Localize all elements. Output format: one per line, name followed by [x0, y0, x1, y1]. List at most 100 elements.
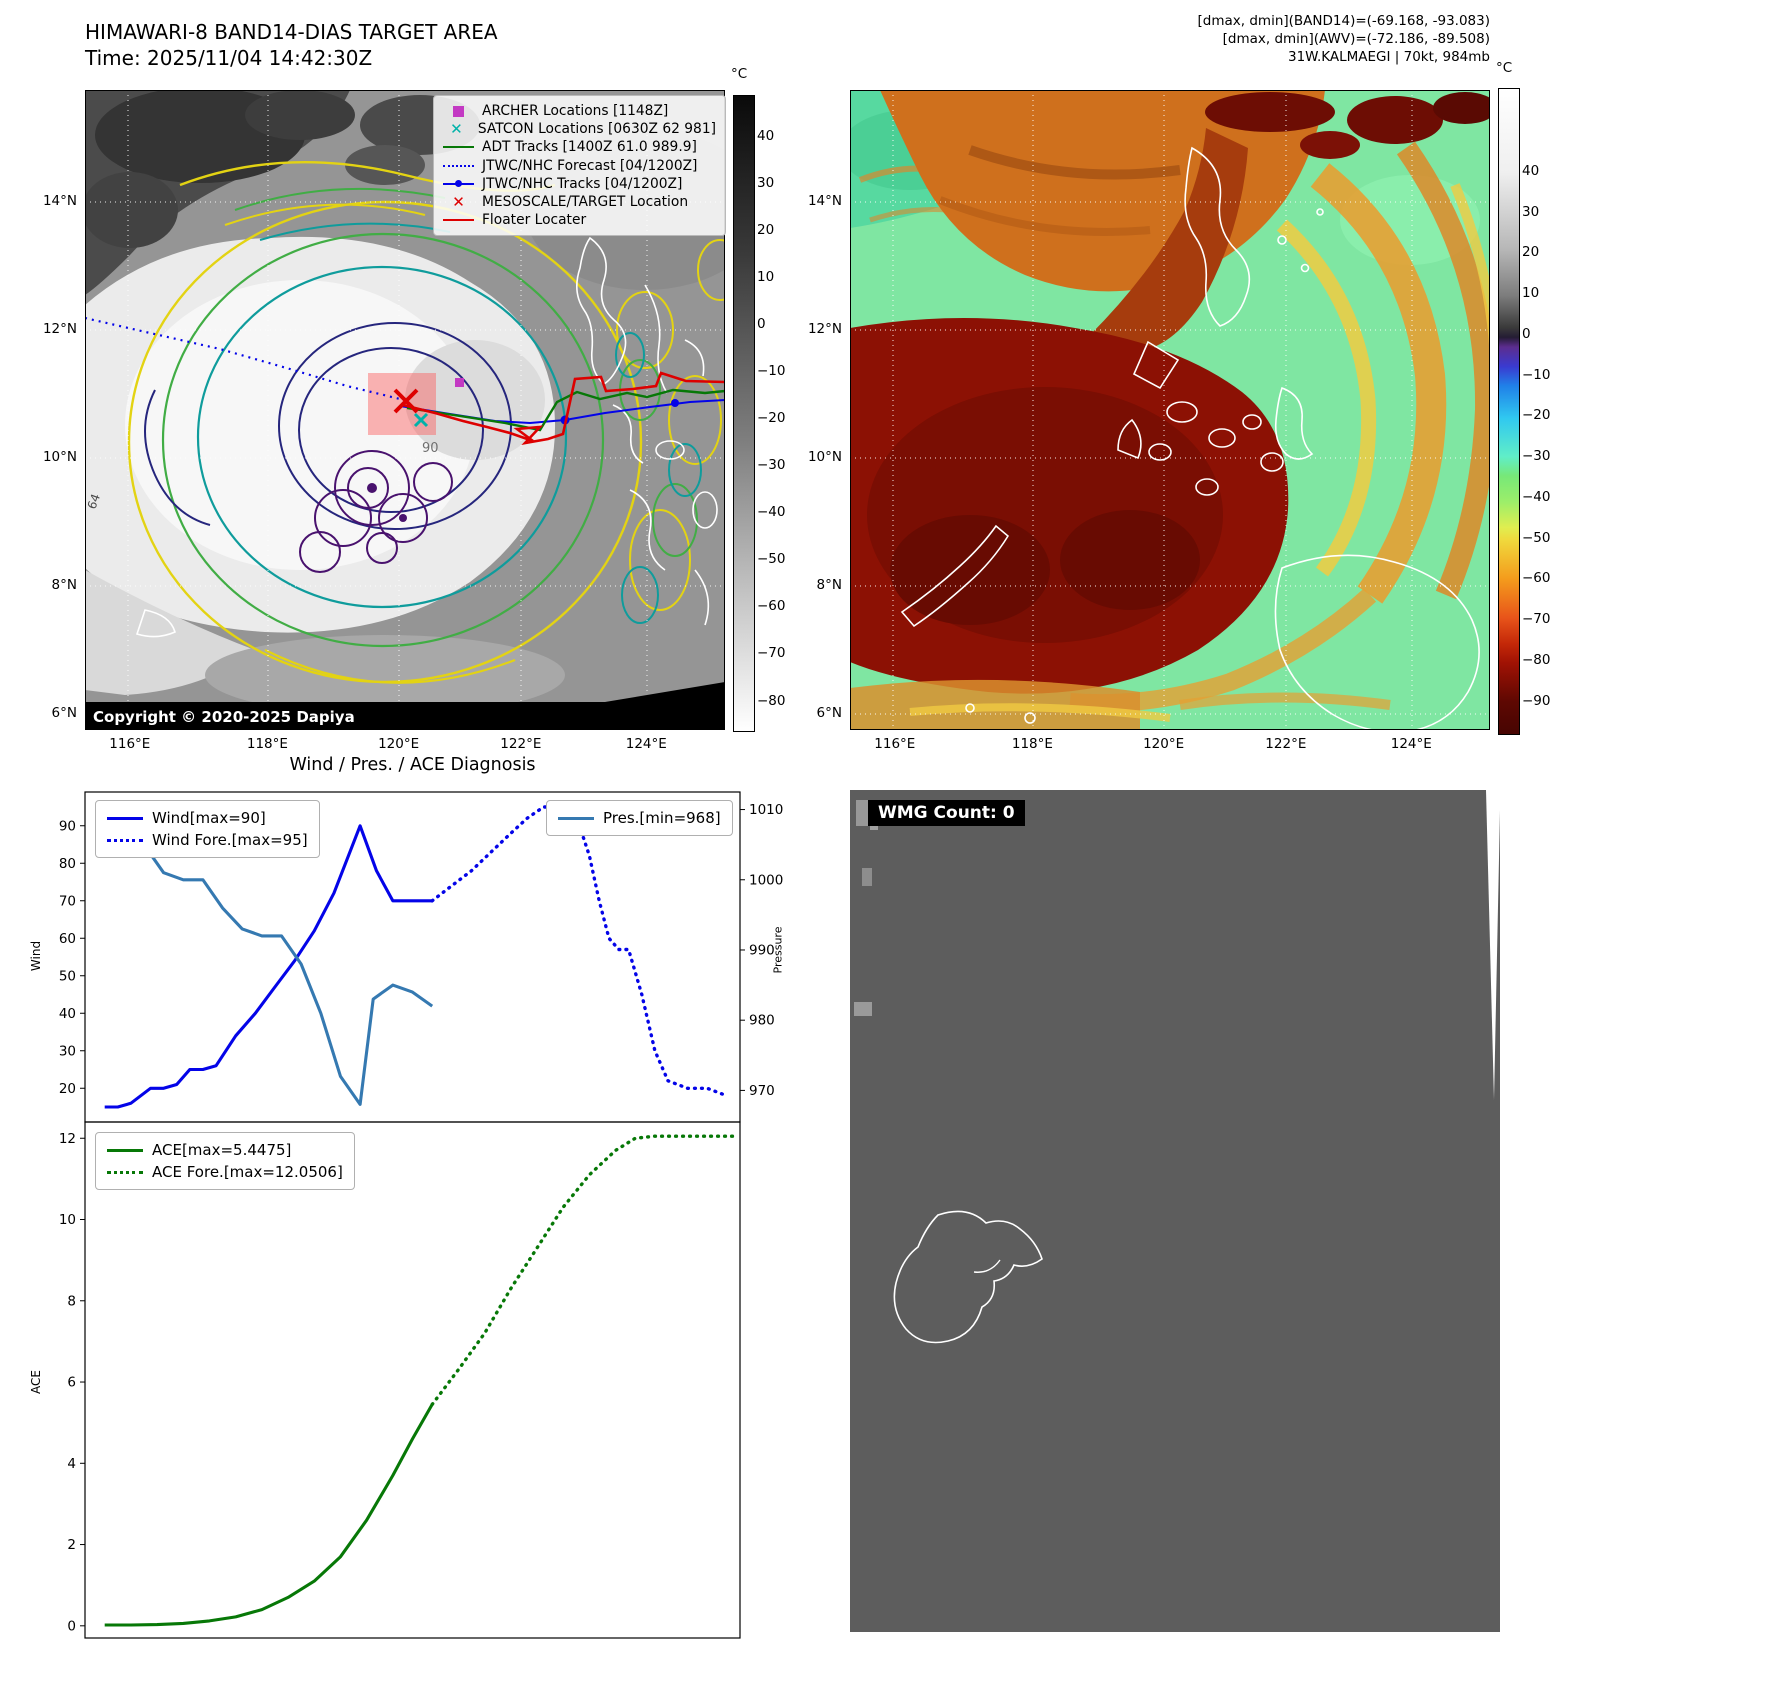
x-marker-icon: ✕: [450, 120, 463, 139]
colorbar-tick: −20: [757, 410, 786, 427]
map-legend-item: Floater Locater: [443, 211, 716, 229]
map-legend-label: Floater Locater: [482, 212, 587, 229]
colorbar-tick: −80: [757, 692, 786, 709]
chart-legend-item: ACE[max=5.4475]: [107, 1139, 343, 1161]
map-legend-item: ARCHER Locations [1148Z]: [443, 102, 716, 120]
colorbar-tick: −30: [757, 457, 786, 474]
chart-legend: Wind[max=90] Wind Fore.[max=95]: [95, 800, 320, 858]
line-marker-icon: [443, 219, 474, 222]
floater-track: [402, 371, 726, 445]
satcon-x-marker: [413, 412, 429, 428]
colorbar-tick: −20: [1522, 407, 1551, 424]
line-dot-marker-icon: [443, 179, 474, 187]
colorbar-right-ticks: 40 30 20 10 0 −10 −20 −30 −40 −50 −60 −70 −80 −90: [1522, 88, 1566, 733]
map-legend-label: ADT Tracks [1400Z 61.0 989.9]: [482, 139, 697, 156]
colorbar-tick: 40: [1522, 162, 1540, 179]
line-sample-icon: [107, 816, 143, 820]
storm-id-intensity: 31W.KALMAEGI | 70kt, 984mb: [1288, 49, 1490, 65]
colorbar-right: [1498, 88, 1520, 735]
grid-lines: [850, 90, 1490, 730]
wmg-map-image: [850, 790, 1500, 1645]
dotted-line-sample-icon: [107, 838, 143, 842]
map-legend-item: JTWC/NHC Forecast [04/1200Z]: [443, 157, 716, 175]
chart-legend-label: Pres.[min=968]: [603, 809, 721, 827]
map-legend-label: ARCHER Locations [1148Z]: [482, 103, 669, 120]
colorbar-tick: −70: [757, 645, 786, 662]
colorbar-tick: −40: [1522, 488, 1551, 505]
chart-legend: Pres.[min=968]: [546, 800, 733, 836]
colorbar-tick: 10: [757, 269, 775, 286]
map-legend-label: JTWC/NHC Forecast [04/1200Z]: [482, 157, 698, 174]
colorbar-left-ticks: 40 30 20 10 0 −10 −20 −30 −40 −50 −60 −70 −80: [757, 95, 797, 730]
colorbar-tick: −40: [757, 504, 786, 521]
square-marker-icon: [453, 105, 464, 117]
map-legend-item: JTWC/NHC Tracks [04/1200Z]: [443, 175, 716, 193]
colorbar-tick: 40: [757, 127, 775, 144]
colorbar-tick: 0: [757, 316, 766, 333]
colorbar-tick: 0: [1522, 325, 1531, 342]
copyright-text: Copyright © 2020-2025 Dapiya: [93, 708, 355, 726]
chart-legend-label: ACE[max=5.4475]: [152, 1141, 292, 1159]
colorbar-right-unit: °C: [1496, 60, 1513, 76]
dmax-dmin-band14: [dmax, dmin](BAND14)=(-69.168, -93.083): [1197, 13, 1490, 29]
chart-legend-item: Pres.[min=968]: [558, 807, 721, 829]
page-subtitle-time: Time: 2025/11/04 14:42:30Z: [85, 46, 373, 70]
colorbar-left: [733, 95, 755, 732]
colorbar-tick: −80: [1522, 652, 1551, 669]
colorbar-left-unit: °C: [731, 66, 748, 82]
map-legend-label: SATCON Locations [0630Z 62 981]: [477, 121, 716, 138]
colorbar-tick: 20: [1522, 244, 1540, 261]
colorbar-tick: −30: [1522, 448, 1551, 465]
awv-map-panel: [840, 90, 1501, 733]
map-legend: ARCHER Locations [1148Z] ✕ SATCON Location…: [433, 95, 726, 237]
adt-track: [406, 388, 726, 432]
line-sample-icon: [558, 816, 594, 820]
band14-map-panel: 90 64 Copyright © 2020-2025 Dapiya: [82, 87, 765, 730]
wmg-panel: WMG Count: 0: [850, 790, 1500, 1645]
page-title: HIMAWARI-8 BAND14-DIAS TARGET AREA: [85, 20, 498, 44]
contour-label-64: 64: [85, 492, 103, 511]
chart-legend-label: Wind Fore.[max=95]: [152, 831, 308, 849]
chart-legend-label: Wind[max=90]: [152, 809, 266, 827]
wmg-count-badge: WMG Count: 0: [868, 800, 1025, 826]
map-legend-item: ADT Tracks [1400Z 61.0 989.9]: [443, 138, 716, 156]
map-legend-label: MESOSCALE/TARGET Location: [482, 194, 689, 211]
archer-marker: [455, 378, 464, 387]
chart-title: Wind / Pres. / ACE Diagnosis: [289, 755, 536, 775]
chart-legend: ACE[max=5.4475] ACE Fore.[max=12.0506]: [95, 1132, 355, 1190]
colorbar-tick: 10: [1522, 285, 1540, 302]
map-legend-label: JTWC/NHC Tracks [04/1200Z]: [482, 175, 683, 192]
contour-label-90: 90: [422, 441, 439, 456]
colorbar-tick: −10: [757, 363, 786, 380]
colorbar-tick: −60: [1522, 570, 1551, 587]
colorbar-tick: −90: [1522, 692, 1551, 709]
line-marker-icon: [443, 146, 474, 149]
colorbar-tick: −50: [757, 551, 786, 568]
colorbar-tick: 30: [1522, 203, 1540, 220]
dmax-dmin-awv: [dmax, dmin](AWV)=(-72.186, -89.508): [1222, 31, 1490, 47]
x-marker-icon: ✕: [452, 193, 465, 212]
colorbar-tick: −60: [757, 598, 786, 615]
line-sample-icon: [107, 1148, 143, 1152]
colorbar-tick: −10: [1522, 366, 1551, 383]
header-info: [dmax, dmin](BAND14)=(-69.168, -93.083) …: [1198, 12, 1490, 66]
dotted-line-sample-icon: [107, 1170, 143, 1174]
target-x-marker: [393, 388, 419, 414]
colorbar-tick: −70: [1522, 611, 1551, 628]
chart-legend-item: Wind Fore.[max=95]: [107, 829, 308, 851]
colorbar-tick: −50: [1522, 529, 1551, 546]
map-legend-item: ✕ SATCON Locations [0630Z 62 981]: [443, 120, 716, 138]
band14-satellite-image: 90 64 Copyright © 2020-2025 Dapiya: [82, 87, 765, 730]
awv-satellite-image: [840, 90, 1501, 733]
colorbar-tick: 30: [757, 174, 775, 191]
chart-legend-label: ACE Fore.[max=12.0506]: [152, 1163, 343, 1181]
coastlines: [900, 146, 1480, 733]
map-legend-item: ✕ MESOSCALE/TARGET Location: [443, 193, 716, 211]
chart-legend-item: ACE Fore.[max=12.0506]: [107, 1161, 343, 1183]
dotted-line-marker-icon: [443, 164, 474, 167]
chart-legend-item: Wind[max=90]: [107, 807, 308, 829]
island-outline: [893, 1210, 1043, 1344]
colorbar-tick: 20: [757, 222, 775, 239]
